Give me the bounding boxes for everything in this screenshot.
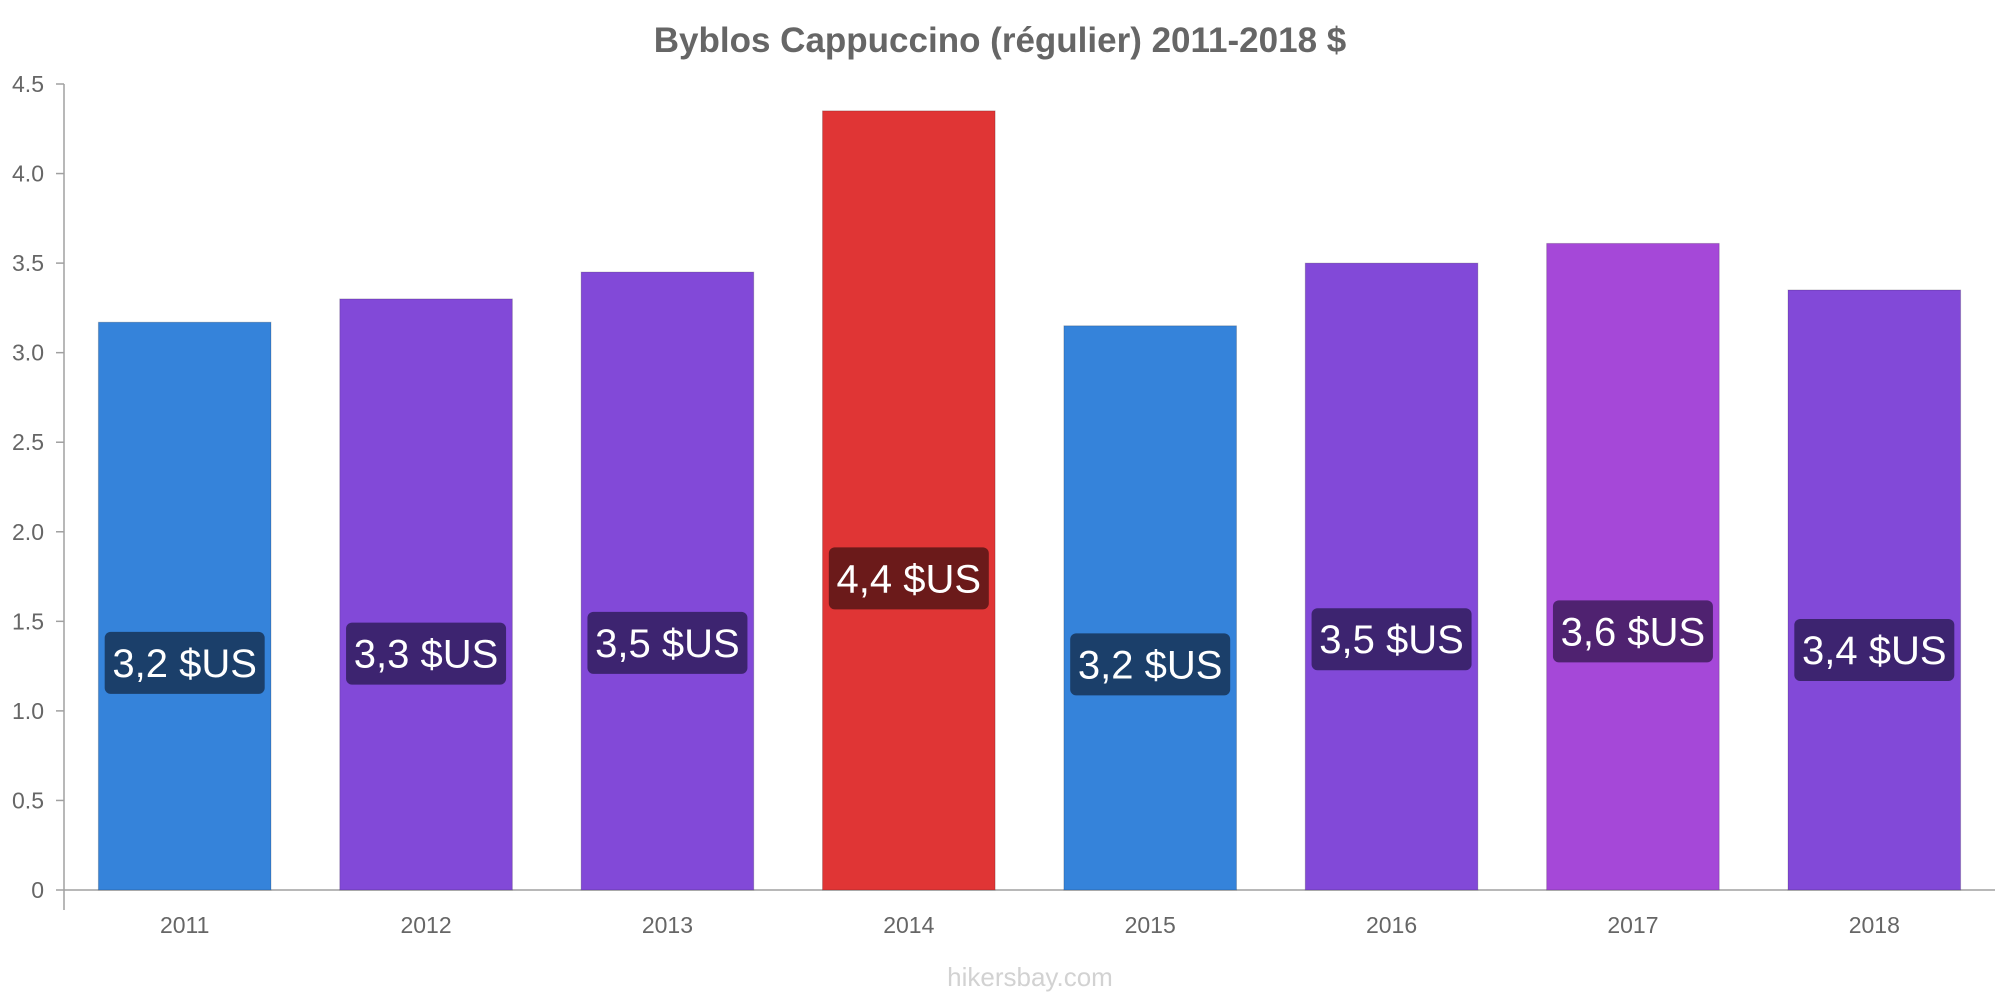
y-tick-label: 3.0: [12, 340, 44, 366]
data-label-box: [828, 547, 989, 610]
chart-title: Byblos Cappuccino (régulier) 2011-2018 $: [654, 21, 1346, 60]
x-tick-label: 2015: [1125, 912, 1176, 938]
data-label-box: [1552, 600, 1713, 663]
x-axis: 2011 2012 2013 2014 2015 2016 2017 2018: [64, 889, 1995, 938]
y-tick-label: 0.5: [12, 787, 44, 813]
bar-2018[interactable]: [1787, 289, 1962, 891]
y-tick-label: 4.5: [12, 71, 44, 97]
bars: [97, 110, 1962, 891]
y-tick-label: 2.0: [12, 519, 44, 545]
data-labels: 3,2 $US 3,3 $US 3,5 $US 4,4 $US 3,2 $US 3,5 $…: [104, 547, 1955, 696]
bar-2016[interactable]: [1304, 262, 1479, 891]
data-label: 3,3 $US: [354, 633, 499, 677]
y-tick-label: 0: [31, 877, 44, 903]
y-axis: 0 0.5 1.0 1.5 2.0 2.5 3.0 3.5 4.0 4.5: [12, 71, 65, 910]
data-label-box: [1311, 608, 1472, 671]
data-label-box: [1070, 633, 1231, 696]
x-tick-label: 2013: [642, 912, 693, 938]
y-tick-label: 4.0: [12, 161, 44, 187]
y-tick-label: 1.0: [12, 698, 44, 724]
data-label: 4,4 $US: [837, 557, 982, 601]
x-tick-label: 2016: [1366, 912, 1417, 938]
bar-2015[interactable]: [1063, 325, 1237, 891]
data-label-box: [587, 611, 748, 674]
bar-2012[interactable]: [339, 298, 513, 891]
bar-2014[interactable]: [822, 110, 996, 891]
data-label: 3,6 $US: [1561, 610, 1706, 654]
data-label: 3,5 $US: [1319, 618, 1464, 662]
x-tick-label: 2014: [883, 912, 934, 938]
data-label-box: [1794, 618, 1955, 681]
source-watermark[interactable]: hikersbay.com: [947, 962, 1113, 992]
data-label: 3,2 $US: [112, 642, 257, 686]
x-tick-label: 2017: [1607, 912, 1658, 938]
x-tick-label: 2012: [400, 912, 451, 938]
bar-2011[interactable]: [97, 321, 272, 891]
y-tick-label: 1.5: [12, 608, 44, 634]
y-tick-label: 3.5: [12, 250, 44, 276]
data-label-box: [104, 631, 265, 694]
data-label: 3,4 $US: [1802, 629, 1947, 673]
x-tick-label: 2018: [1849, 912, 1900, 938]
bar-2013[interactable]: [580, 271, 755, 891]
data-label: 3,2 $US: [1078, 643, 1223, 687]
data-label-box: [346, 622, 507, 685]
data-label: 3,5 $US: [595, 622, 740, 666]
bar-2017[interactable]: [1546, 242, 1720, 891]
x-tick-label: 2011: [160, 912, 209, 938]
y-tick-label: 2.5: [12, 429, 44, 455]
